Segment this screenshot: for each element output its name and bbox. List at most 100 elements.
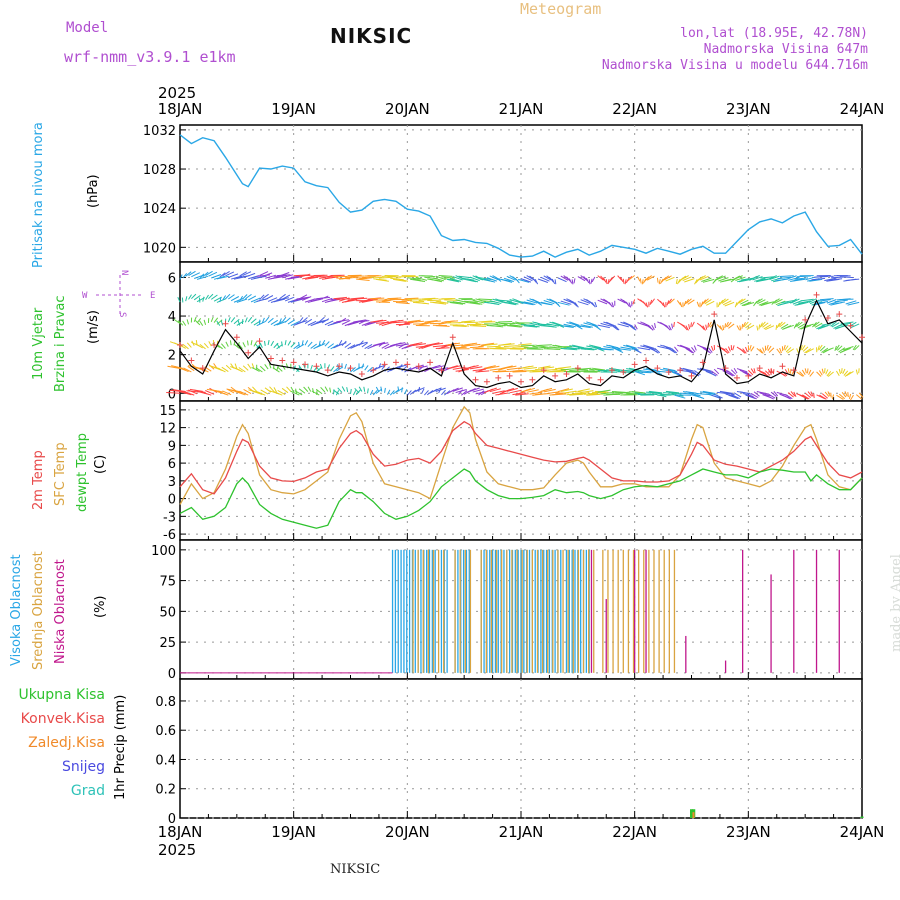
wind-arrow: [193, 316, 197, 323]
wind-arrow: [427, 342, 440, 346]
wind-arrow: [818, 344, 823, 351]
wind-arrow: [741, 301, 752, 307]
wind-arrow: [628, 275, 635, 281]
wind-arrow: [216, 298, 227, 303]
wind-arrow: [233, 298, 244, 303]
wind-arrow: [398, 343, 407, 349]
wind-arrow: [375, 278, 389, 282]
wind-unit: (m/s): [86, 310, 101, 344]
wind-arrow: [759, 348, 764, 354]
top-date-label: 22JAN: [612, 100, 657, 118]
wind-arrow: [796, 275, 811, 278]
wind-arrow: [478, 390, 485, 396]
pressure-frame: [179, 124, 863, 263]
wind-arrow: [205, 270, 213, 276]
wind-arrow: [574, 324, 583, 330]
wind-arrow: [443, 390, 451, 396]
wind-arrow: [217, 367, 226, 373]
wind-arrow: [588, 279, 591, 285]
wind-arrow: [600, 347, 614, 351]
wind-arrow: [395, 278, 409, 282]
wind-arrow: [307, 341, 313, 348]
wind-arrow: [577, 276, 586, 282]
wind-arrow: [749, 344, 752, 351]
wind-arrow: [506, 367, 521, 371]
wind-arrow: [287, 319, 296, 325]
wind-arrow: [573, 278, 576, 284]
wind-arrow: [515, 345, 529, 348]
wind-arrow: [489, 324, 504, 328]
wind-arrow: [842, 346, 854, 351]
wind-arrow: [800, 325, 812, 330]
wind-arrow: [674, 394, 686, 399]
wind-arrow: [775, 300, 786, 306]
wind-arrow: [786, 275, 797, 280]
wind-arrow: [804, 368, 807, 374]
temp-dew-ylabel: dewpt Temp: [75, 433, 90, 512]
wind-arrow: [310, 364, 313, 371]
wind-arrow: [821, 393, 829, 399]
wind-arrow: [247, 316, 253, 323]
gust-marker: [518, 378, 524, 385]
wind-arrow: [674, 371, 683, 377]
wind-arrow: [768, 347, 775, 353]
model-label: Model: [66, 20, 109, 36]
wind-arrow: [645, 302, 649, 308]
wind-arrow: [242, 365, 249, 371]
gust-marker: [540, 367, 547, 374]
wind-arrow: [213, 275, 226, 280]
wind-arrow: [793, 323, 798, 329]
wind-arrow: [208, 293, 214, 300]
wind-arrow: [290, 390, 300, 396]
wind-arrow: [320, 386, 326, 393]
wind-arrow: [591, 367, 606, 371]
gust-marker: [847, 322, 854, 329]
wind-arrow: [605, 279, 608, 285]
wind-arrow: [378, 363, 382, 369]
wind-arrow: [722, 348, 729, 354]
wind-arrow: [787, 368, 790, 374]
wind-arrow: [665, 325, 671, 331]
wind-arrow: [580, 348, 595, 351]
wind-arrow: [201, 391, 212, 396]
wind-arrow: [628, 302, 632, 308]
wind-arrow: [656, 277, 659, 283]
wind-arrow: [611, 302, 615, 308]
wind-arrow: [475, 298, 487, 303]
wind-arrow: [489, 275, 499, 281]
precip-legend-item: Ukupna Kisa: [18, 687, 105, 703]
wind-arrow: [290, 386, 295, 393]
wind-arrow: [378, 276, 393, 279]
wind-arrow: [230, 317, 236, 323]
wind-arrow: [338, 297, 350, 302]
wind-arrow: [839, 298, 854, 301]
precip-frame: [179, 678, 863, 819]
wind-arrow: [631, 325, 637, 331]
wind-arrow: [370, 297, 385, 300]
wind-arrow: [469, 276, 480, 282]
wind-arrow: [694, 394, 705, 400]
wind-arrow: [216, 320, 221, 326]
wind-arrow: [654, 323, 656, 329]
wind-arrow: [719, 390, 733, 394]
wind-arrow: [742, 371, 751, 377]
wind-arrow: [809, 371, 815, 377]
wind-arrow: [724, 323, 727, 329]
wind-arrow: [628, 346, 639, 351]
wind-arrow: [850, 323, 860, 329]
wind-arrow: [199, 273, 205, 279]
gust-marker: [529, 376, 536, 383]
wind-arrow: [747, 369, 754, 376]
wind-arrow: [455, 324, 470, 327]
wind-arrow: [495, 370, 510, 373]
wind-arrow: [269, 386, 275, 392]
gust-marker: [233, 334, 240, 341]
sfc-temp-line: [179, 405, 863, 505]
wind-arrow: [218, 391, 229, 396]
wind-arrow: [316, 343, 326, 348]
cloud-bars: [391, 549, 840, 673]
bottom-date-label: 22JAN: [612, 823, 657, 841]
wind-arrow: [344, 299, 358, 303]
precip-y-tick-label: 0.8: [155, 695, 176, 710]
wind-arrow: [523, 387, 536, 392]
